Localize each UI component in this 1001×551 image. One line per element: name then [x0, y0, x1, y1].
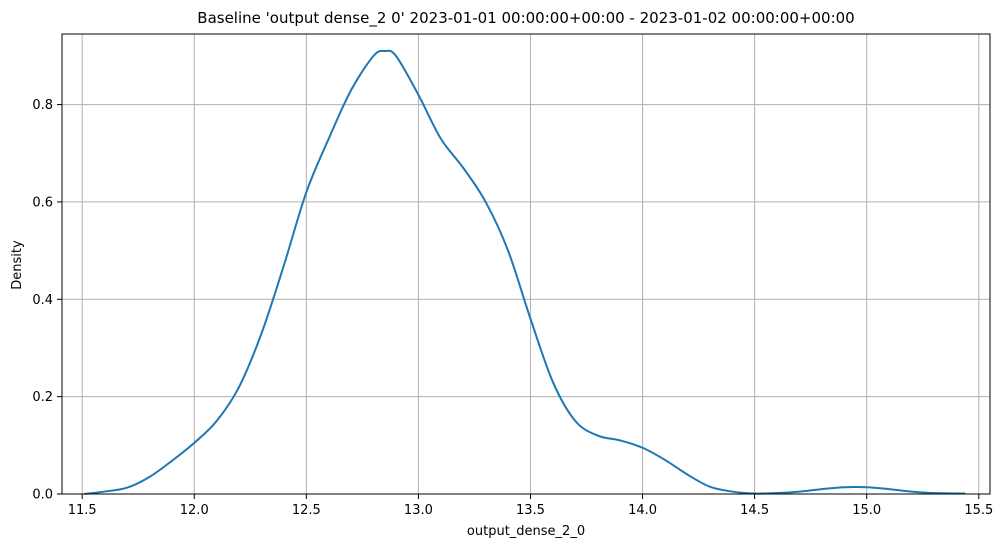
line-layer — [84, 49, 966, 495]
x-tick-label: 13.0 — [404, 503, 433, 518]
x-tick-label: 13.5 — [516, 503, 545, 518]
x-axis-label: output_dense_2_0 — [467, 524, 585, 539]
x-tick-label: 14.5 — [740, 503, 769, 518]
y-tick-label: 0.2 — [32, 390, 53, 405]
plot-frame — [61, 33, 991, 495]
y-tick-label: 0.8 — [32, 98, 53, 113]
density-line — [84, 49, 966, 495]
grid-layer — [62, 34, 990, 495]
y-tick-label: 0.0 — [32, 488, 53, 503]
x-tick-label: 15.0 — [852, 503, 881, 518]
y-tick-label: 0.4 — [32, 293, 53, 308]
y-axis-label: Density — [10, 240, 25, 290]
x-tick-label: 15.5 — [964, 503, 993, 518]
x-tick-label: 11.5 — [68, 503, 97, 518]
x-tick-label: 12.0 — [180, 503, 209, 518]
chart-title: Baseline 'output dense_2 0' 2023-01-01 0… — [197, 9, 854, 28]
x-tick-label: 12.5 — [292, 503, 321, 518]
x-tick-label: 14.0 — [628, 503, 657, 518]
tick-layer: 11.5 12.0 12.5 13.0 13.5 14.0 14.5 15.0 15.5 0.0 0… — [32, 98, 993, 518]
y-tick-label: 0.6 — [32, 195, 53, 210]
